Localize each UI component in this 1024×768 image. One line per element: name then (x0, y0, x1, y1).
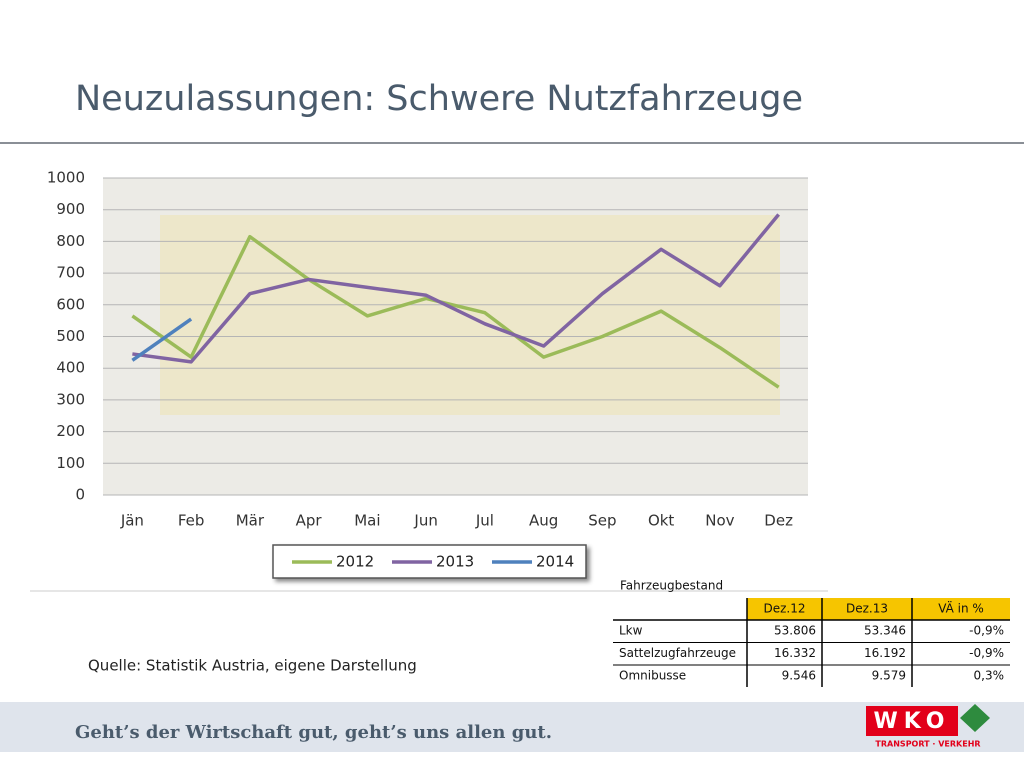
logo-diamond (960, 704, 990, 732)
slogan: Geht’s der Wirtschaft gut, geht’s uns al… (75, 722, 552, 743)
table-cell: Sattelzugfahrzeuge (619, 646, 736, 660)
x-tick-label: Jun (413, 512, 437, 530)
x-tick-label: Mai (354, 512, 380, 530)
table-cell: -0,9% (969, 624, 1004, 638)
y-tick-label: 1000 (47, 169, 85, 187)
data-line (131, 234, 780, 389)
y-tick-label: 100 (56, 454, 85, 472)
table-title: Fahrzeugbestand (620, 579, 723, 593)
x-tick-label: Sep (588, 512, 616, 530)
logo-sub: TRANSPORT · VERKEHR (875, 740, 980, 749)
y-tick-label: 500 (56, 327, 85, 345)
slide-title: Neuzulassungen: Schwere Nutzfahrzeuge (75, 79, 803, 119)
y-tick-label: 700 (56, 264, 85, 282)
x-tick-label: Mär (236, 512, 265, 530)
table-cell: 0,3% (974, 669, 1005, 683)
legend-label: 2012 (336, 553, 374, 571)
x-tick-label: Nov (705, 512, 734, 530)
legend-label: 2013 (436, 553, 474, 571)
x-tick-label: Okt (648, 512, 674, 530)
table-cell: 9.579 (872, 669, 906, 683)
header-fill (747, 598, 1010, 620)
table: Fahrzeugbestand Dez.12 Dez.13 VÄ in % Lkw 53.… (613, 579, 1010, 687)
table-cell: 16.192 (864, 646, 906, 660)
logo-text: WKO (873, 709, 950, 734)
footer-band (0, 702, 1024, 752)
source: Quelle: Statistik Austria, eigene Darste… (88, 657, 417, 675)
title-rule (0, 142, 1024, 144)
y-tick-label: 800 (56, 232, 85, 250)
logo-box (866, 706, 958, 736)
header-cell: VÄ in % (938, 601, 984, 616)
x-tick-label: Apr (296, 512, 323, 530)
x-tick-label: Aug (529, 512, 558, 530)
table-cell: -0,9% (969, 646, 1004, 660)
header-cell: Dez.12 (763, 602, 805, 616)
y-tick-label: 0 (75, 486, 85, 504)
data-line (132, 213, 780, 364)
x-tick-label: Dez (764, 512, 793, 530)
header-cell: Dez.13 (846, 602, 888, 616)
table-cell: Lkw (619, 624, 643, 638)
x-tick-label: Feb (178, 512, 205, 530)
y-tick-label: 900 (56, 200, 85, 218)
y-tick-label: 300 (56, 390, 85, 408)
table-cell: 9.546 (782, 669, 816, 683)
y-tick-label: 200 (56, 422, 85, 440)
table-cell: Omnibusse (619, 669, 686, 683)
y-tick-label: 600 (56, 295, 85, 313)
logo: WKO TRANSPORT · VERKEHR (866, 704, 990, 749)
table-cell: 53.346 (864, 624, 906, 638)
x-tick-label: Jän (120, 512, 144, 530)
table-cell: 53.806 (774, 624, 816, 638)
legend-items: 2012 2013 2014 (292, 553, 574, 571)
table-cell: 16.332 (774, 646, 816, 660)
x-tick-label: Jul (475, 512, 494, 530)
legend-label: 2014 (536, 553, 574, 571)
data-line (131, 317, 193, 362)
chart: 0 100 200 300 400 500 600 700 800 900 1000 Jän Feb Mä… (47, 169, 808, 530)
y-tick-label: 400 (56, 359, 85, 377)
